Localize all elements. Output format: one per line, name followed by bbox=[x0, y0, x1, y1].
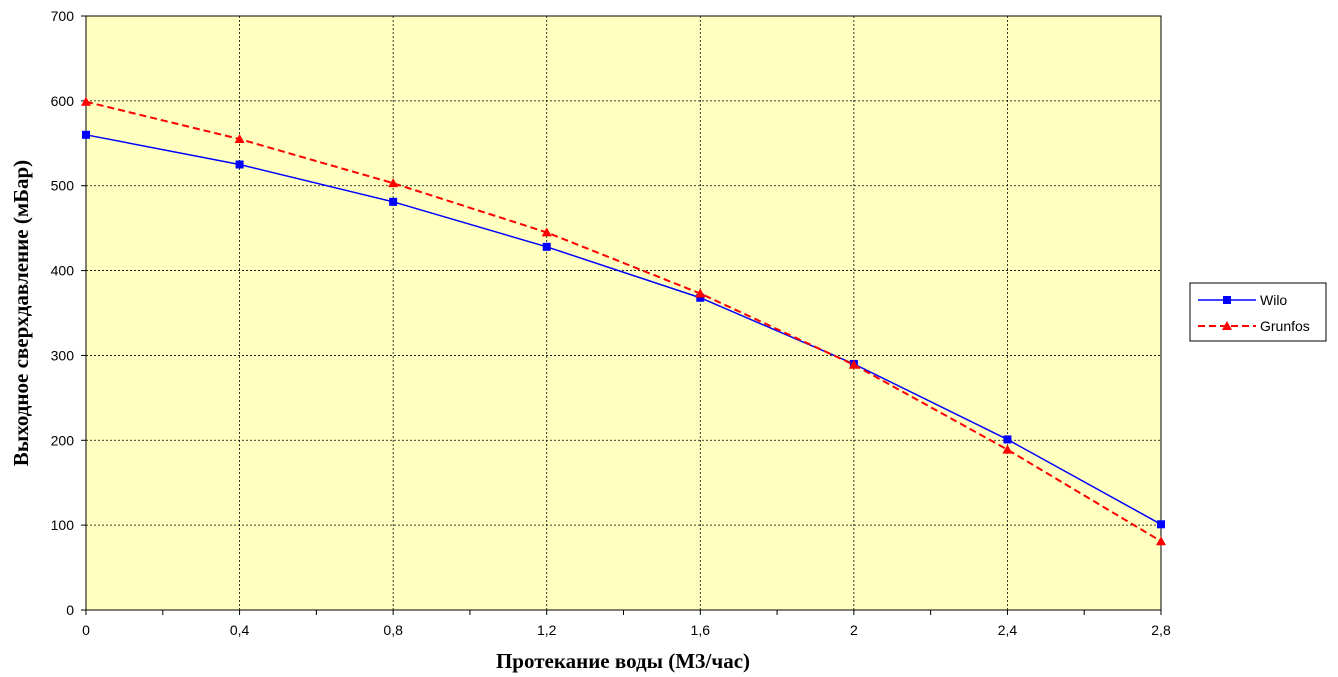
y-tick-label: 400 bbox=[51, 263, 75, 279]
y-tick-label: 300 bbox=[51, 347, 75, 363]
data-point-wilo bbox=[542, 242, 551, 251]
axes: 0 0,4 0,8 1,2 1,6 2 2,4 2,8 0 100 200 300 400 500 600 7… bbox=[51, 8, 1171, 638]
data-point-grunfos bbox=[81, 96, 91, 106]
y-tick-label: 200 bbox=[51, 432, 75, 448]
x-tick-label: 0 bbox=[82, 622, 90, 638]
legend-box bbox=[1189, 282, 1327, 342]
data-point-wilo bbox=[389, 197, 398, 206]
series-grunfos bbox=[81, 96, 1166, 546]
data-point-grunfos bbox=[1002, 444, 1013, 454]
data-point-grunfos bbox=[541, 227, 552, 237]
y-tick-label: 0 bbox=[66, 602, 74, 618]
y-axis-title: Выходное сверхдавление (мБар) bbox=[9, 160, 33, 466]
data-point-grunfos bbox=[1156, 536, 1166, 546]
x-tick-label: 2 bbox=[850, 622, 858, 638]
legend-item-wilo: Wilo bbox=[1198, 292, 1287, 308]
x-tick-label: 2,4 bbox=[998, 622, 1018, 638]
x-axis-title: Протекание воды (М3/час) bbox=[496, 649, 750, 673]
data-point-grunfos bbox=[234, 134, 245, 144]
data-point-grunfos bbox=[388, 178, 399, 188]
y-tick-label: 700 bbox=[51, 8, 75, 24]
legend-label-wilo: Wilo bbox=[1260, 292, 1287, 308]
series-layer bbox=[81, 96, 1166, 546]
x-tick-label: 1,2 bbox=[537, 622, 557, 638]
x-tick-label: 0,4 bbox=[230, 622, 250, 638]
legend-label-grunfos: Grunfos bbox=[1260, 318, 1310, 334]
data-point-wilo bbox=[82, 130, 90, 139]
data-point-grunfos bbox=[695, 288, 706, 298]
data-point-wilo bbox=[1003, 435, 1012, 444]
data-point-wilo bbox=[696, 293, 705, 302]
y-tick-label: 600 bbox=[51, 93, 75, 109]
gridlines bbox=[86, 16, 1161, 610]
x-tick-label: 1,6 bbox=[691, 622, 711, 638]
legend-marker-grunfos bbox=[1222, 321, 1232, 330]
series-line-wilo bbox=[85, 134, 1162, 525]
data-point-wilo bbox=[1157, 520, 1165, 529]
data-point-grunfos bbox=[848, 359, 859, 369]
series-line-grunfos bbox=[85, 100, 1162, 543]
legend: Wilo Grunfos bbox=[1189, 282, 1327, 342]
data-point-wilo bbox=[235, 160, 244, 169]
legend-item-grunfos: Grunfos bbox=[1198, 318, 1310, 334]
y-tick-label: 500 bbox=[51, 178, 75, 194]
x-tick-label: 2,8 bbox=[1151, 622, 1171, 638]
plot-area bbox=[85, 15, 1162, 611]
y-tick-label: 100 bbox=[51, 517, 75, 533]
legend-marker-wilo bbox=[1223, 296, 1231, 304]
x-tick-label: 0,8 bbox=[383, 622, 403, 638]
